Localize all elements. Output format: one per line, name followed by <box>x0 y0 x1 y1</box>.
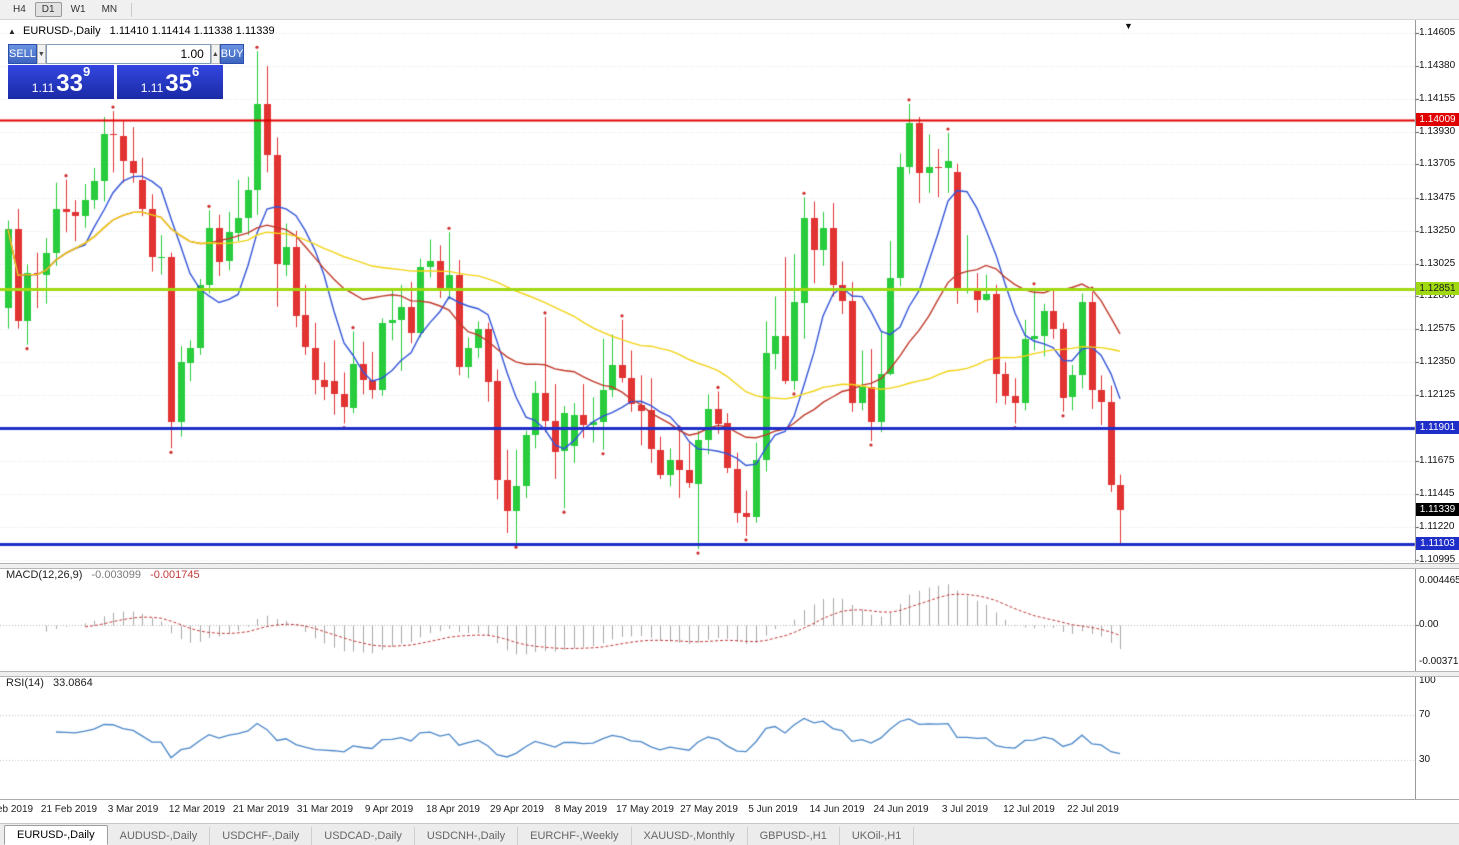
date-tick-label: 27 May 2019 <box>680 804 738 815</box>
date-tick-label: 31 Mar 2019 <box>296 804 354 815</box>
price-scale-border <box>1415 20 1416 799</box>
bid-price-pip-digit: 9 <box>82 64 91 79</box>
volume-input[interactable] <box>45 44 211 64</box>
date-tick-label: 17 May 2019 <box>616 804 674 815</box>
date-tick-label: 12 Jul 2019 <box>1003 804 1055 815</box>
chevron-down-icon: ▼ <box>37 50 45 58</box>
rsi-name: RSI(14) <box>6 677 44 689</box>
sell-button[interactable]: SELL <box>8 44 37 64</box>
date-tick-label: 3 Jul 2019 <box>941 804 989 815</box>
price-tick-label: 1.14380 <box>1419 59 1456 71</box>
date-tick-label: 21 Mar 2019 <box>232 804 290 815</box>
collapse-panel-icon[interactable]: ▲ <box>8 27 16 36</box>
chart-tab-usdchf-daily[interactable]: USDCHF-,Daily <box>210 827 313 845</box>
price-tick-label: 1.14605 <box>1419 27 1456 38</box>
ask-price-prefix: 1.11 <box>140 81 164 95</box>
chart-tab-xauusd-monthly[interactable]: XAUUSD-,Monthly <box>632 827 748 845</box>
buy-button[interactable]: BUY <box>219 44 245 64</box>
rsi-panel-splitter[interactable] <box>0 671 1459 677</box>
price-tick-label: 1.11675 <box>1419 454 1455 466</box>
toolbar-separator <box>131 2 133 17</box>
bid-price-display[interactable]: 1.11 33 9 <box>8 64 114 99</box>
chart-tab-usdcad-daily[interactable]: USDCAD-,Daily <box>312 827 415 845</box>
date-tick-label: 3 Mar 2019 <box>107 804 159 815</box>
price-tick-label: 1.12800 <box>1419 290 1456 302</box>
macd-scale-label: 0.004465 <box>1419 574 1459 586</box>
support-line-2-price-label[interactable]: 1.11103 <box>1416 537 1459 551</box>
chevron-up-icon: ▲ <box>211 50 219 58</box>
macd-value-1: -0.003099 <box>91 569 142 581</box>
chart-tab-eurusd-daily[interactable]: EURUSD-,Daily <box>4 825 108 845</box>
current-price-label: 1.11339 <box>1416 502 1459 516</box>
chart-ohlc-values: 1.11410 1.11414 1.11338 1.11339 <box>109 25 275 37</box>
date-tick-label: 12 Mar 2019 <box>168 804 226 815</box>
price-tick-label: 1.10995 <box>1419 553 1456 565</box>
date-tick-label: 8 May 2019 <box>554 804 608 815</box>
support-line-1-price-label[interactable]: 1.11901 <box>1416 420 1459 434</box>
macd-name: MACD(12,26,9) <box>6 569 83 581</box>
price-tick-label: 1.11220 <box>1419 521 1455 533</box>
date-tick-label: 9 Apr 2019 <box>364 804 414 815</box>
date-tick-label: 12 Feb 2019 <box>0 804 34 815</box>
price-tick-label: 1.13475 <box>1419 191 1456 203</box>
chart-tab-bar: EURUSD-,Daily AUDUSD-,Daily USDCHF-,Daily U… <box>0 823 1459 845</box>
date-axis <box>0 799 1459 823</box>
price-tick-label: 1.12575 <box>1419 323 1456 335</box>
resistance-line-price-label[interactable]: 1.14009 <box>1416 113 1459 126</box>
macd-indicator-label: MACD(12,26,9) -0.003099 -0.001745 <box>6 569 200 581</box>
macd-value-2: -0.001745 <box>150 569 200 581</box>
ask-price-display[interactable]: 1.11 35 6 <box>117 64 223 99</box>
timeframe-button-h4[interactable]: H4 <box>13 4 26 15</box>
timeframe-toolbar: H4 D1 W1 MN <box>0 0 1459 20</box>
macd-scale-label: -0.00371 <box>1419 655 1459 667</box>
date-tick-label: 18 Apr 2019 <box>426 804 480 815</box>
price-tick-label: 1.12125 <box>1419 389 1456 401</box>
macd-scale-label: 0.00 <box>1419 619 1439 630</box>
volume-decrease-button[interactable]: ▼ <box>36 44 46 64</box>
date-tick-label: 5 Jun 2019 <box>748 804 798 815</box>
price-tick-label: 1.13250 <box>1419 224 1456 236</box>
ask-price-pip-digit: 6 <box>191 64 200 79</box>
timeframe-button-w1[interactable]: W1 <box>70 4 86 15</box>
chart-shift-marker-icon[interactable]: ▼ <box>1124 21 1133 31</box>
timeframe-button-mn[interactable]: MN <box>101 4 118 15</box>
date-tick-label: 24 Jun 2019 <box>873 804 929 815</box>
rsi-scale-label: 70 <box>1419 708 1431 720</box>
ask-price-big-digits: 35 <box>165 70 192 97</box>
price-tick-label: 1.14155 <box>1419 92 1456 104</box>
rsi-scale-label: 30 <box>1419 754 1431 766</box>
date-tick-label: 22 Jul 2019 <box>1067 804 1119 815</box>
rsi-indicator-label: RSI(14) 33.0864 <box>6 677 93 689</box>
chart-symbol-label: EURUSD-,Daily <box>22 25 101 37</box>
date-tick-label: 21 Feb 2019 <box>40 804 98 815</box>
volume-increase-button[interactable]: ▲ <box>210 44 220 64</box>
chart-tab-gbpusd-h1[interactable]: GBPUSD-,H1 <box>748 827 840 845</box>
price-tick-label: 1.13930 <box>1419 125 1456 137</box>
price-tick-label: 1.11445 <box>1419 488 1455 500</box>
macd-panel-splitter[interactable] <box>0 563 1459 569</box>
rsi-value: 33.0864 <box>52 677 93 689</box>
date-tick-label: 29 Apr 2019 <box>490 804 544 815</box>
chart-tab-eurchf-weekly[interactable]: EURCHF-,Weekly <box>518 827 632 845</box>
chart-tab-ukoil-h1[interactable]: UKOil-,H1 <box>840 827 915 845</box>
price-tick-label: 1.13705 <box>1419 158 1456 170</box>
rsi-scale-label: 100 <box>1419 675 1436 686</box>
timeframe-button-d1[interactable]: D1 <box>34 2 62 17</box>
price-tick-label: 1.12350 <box>1419 356 1456 368</box>
pivot-line-price-label[interactable]: 1.12851 <box>1416 282 1459 296</box>
bid-price-big-digits: 33 <box>56 70 83 97</box>
one-click-trading-panel: SELL ▼ ▲ BUY 1.11 33 9 1.11 35 6 <box>8 44 245 99</box>
price-tick-label: 1.13025 <box>1419 257 1456 269</box>
chart-tab-usdcnh-daily[interactable]: USDCNH-,Daily <box>415 827 519 845</box>
date-tick-label: 14 Jun 2019 <box>809 804 865 815</box>
bid-price-prefix: 1.11 <box>31 81 55 95</box>
chart-title: ▲ EURUSD-,Daily 1.11410 1.11414 1.11338 … <box>8 25 275 37</box>
chart-tab-audusd-daily[interactable]: AUDUSD-,Daily <box>108 827 211 845</box>
